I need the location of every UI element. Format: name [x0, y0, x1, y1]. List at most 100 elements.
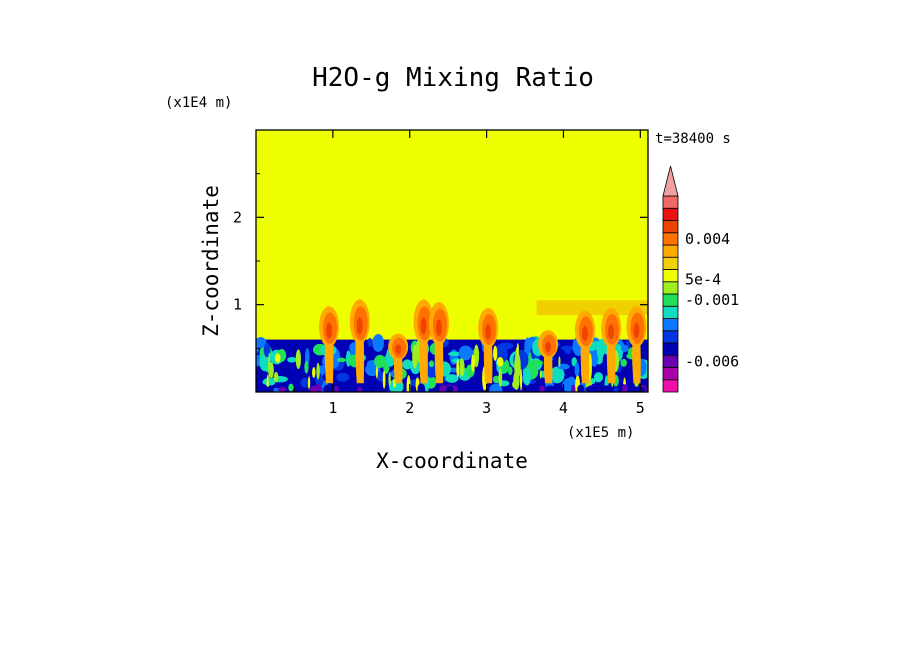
colorbar-label: 5e-4 — [685, 270, 721, 288]
colorbar-segment — [662, 293, 679, 307]
moist-streak — [316, 362, 320, 380]
surface-patch — [577, 384, 585, 392]
colorbar-segment — [662, 342, 679, 356]
eddy — [492, 375, 500, 384]
mixing-ratio-field — [256, 130, 648, 392]
colorbar-segment — [662, 330, 679, 344]
axis-ticks: 1 2 3 4 5 1 2 — [233, 130, 648, 417]
colorbar-segment — [662, 305, 679, 319]
convective-plume — [601, 307, 622, 384]
eddy — [458, 345, 473, 361]
surface-patch — [601, 385, 615, 392]
x-tick-label: 1 — [328, 399, 337, 417]
eddy — [447, 367, 463, 373]
moist-streak — [375, 366, 378, 379]
colorbar-label: 0.004 — [685, 230, 730, 248]
convective-plume — [538, 330, 559, 384]
colorbar-label: -0.006 — [685, 352, 739, 370]
x-tick-label: 2 — [405, 399, 414, 417]
convective-plume — [319, 306, 340, 384]
eddy — [590, 350, 599, 367]
colorbar-segment — [662, 367, 679, 381]
surface-patch — [357, 386, 362, 392]
y-tick-label: 1 — [233, 296, 242, 314]
eddy — [593, 372, 604, 383]
convective-plume — [478, 307, 499, 384]
eddy — [402, 359, 413, 370]
surface-patch — [277, 386, 287, 392]
convective-plume — [349, 299, 370, 384]
surface-patch — [571, 384, 576, 392]
upper-moist-layer — [536, 300, 648, 316]
moist-streak — [459, 358, 465, 377]
moist-streak — [456, 359, 460, 378]
colorbar-segment — [662, 244, 679, 258]
eddy — [448, 351, 462, 357]
eddy — [596, 339, 605, 360]
colorbar-segment — [662, 207, 679, 221]
moist-streak — [558, 356, 561, 367]
eddy — [445, 374, 459, 383]
x-tick-label: 3 — [482, 399, 491, 417]
convective-plume — [388, 333, 409, 384]
y-tick-label: 2 — [233, 208, 242, 226]
surface-patch — [256, 383, 269, 392]
x-unit-label: (x1E5 m) — [567, 425, 634, 441]
colorbar-segment — [662, 379, 679, 393]
colorbar-segment — [662, 269, 679, 283]
chart-title: H2O-g Mixing Ratio — [312, 63, 594, 93]
eddy — [304, 360, 309, 374]
colorbar: 0.004 5e-4 -0.001 -0.006 — [662, 165, 739, 393]
x-axis-title: X-coordinate — [376, 449, 528, 473]
moist-streak — [496, 357, 504, 367]
eddy — [287, 356, 297, 363]
colorbar-arrow — [662, 165, 679, 197]
eddy — [507, 366, 513, 376]
surface-patch — [323, 384, 333, 392]
colorbar-segment — [662, 232, 679, 246]
moist-streak — [307, 376, 311, 390]
convective-plume — [413, 299, 434, 384]
colorbar-segment — [662, 256, 679, 270]
surface-patch — [342, 386, 354, 392]
moist-streak — [268, 362, 274, 379]
eddy — [300, 377, 311, 388]
eddy — [374, 354, 386, 368]
colorbar-label: -0.001 — [685, 291, 739, 309]
eddy — [557, 363, 570, 370]
eddy — [620, 358, 627, 367]
eddy — [549, 366, 565, 384]
eddy — [489, 383, 503, 392]
eddy — [262, 377, 276, 386]
surface-patch — [267, 385, 274, 392]
eddy — [528, 359, 544, 367]
moist-streak — [312, 366, 316, 378]
eddy — [372, 333, 384, 352]
moist-streak — [274, 353, 281, 363]
moist-streak — [519, 368, 523, 391]
moist-streak — [516, 342, 519, 356]
eddy — [256, 337, 267, 348]
surface-patch — [334, 385, 339, 392]
colorbar-segment — [662, 281, 679, 295]
time-label: t=38400 s — [655, 131, 731, 147]
surface-patch — [417, 383, 426, 392]
x-tick-label: 4 — [559, 399, 568, 417]
moist-streak — [493, 345, 498, 361]
moist-streak — [382, 370, 386, 389]
surface-patch — [632, 386, 645, 392]
y-unit-label: (x1E4 m) — [165, 95, 232, 111]
surface-patch — [540, 385, 545, 392]
moist-streak — [473, 344, 480, 368]
moist-streak — [471, 354, 475, 373]
eddy — [376, 370, 385, 382]
colorbar-segment — [662, 195, 679, 209]
moist-streak — [295, 349, 302, 369]
convective-plume — [574, 310, 595, 384]
colorbar-segment — [662, 318, 679, 332]
eddy — [336, 372, 350, 382]
convective-plume — [428, 301, 449, 384]
surface-patch — [308, 385, 323, 392]
surface-patch — [545, 385, 557, 392]
